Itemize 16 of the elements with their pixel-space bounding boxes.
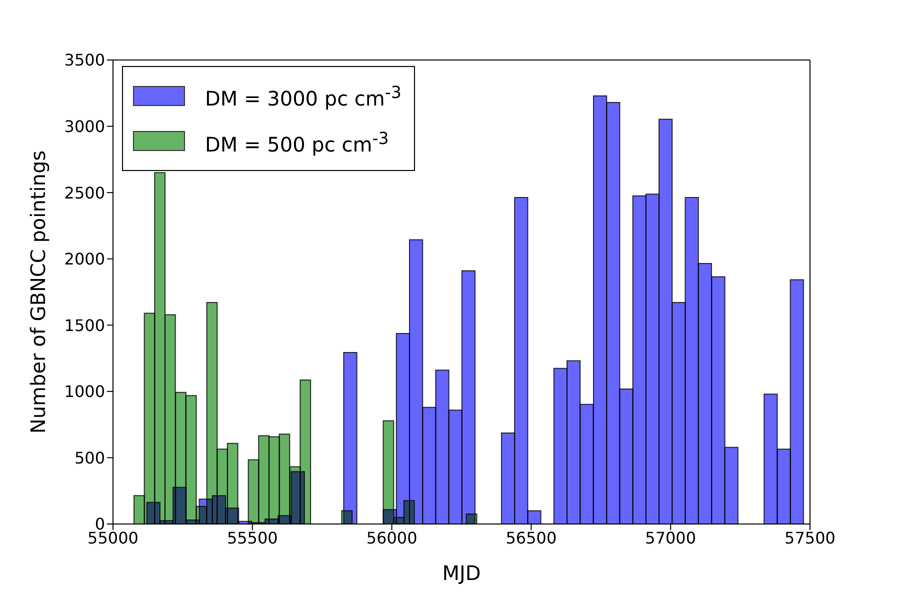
x-tick-label: 56500 [506,528,557,548]
y-tick-label: 1500 [64,316,105,335]
x-tick-label: 56000 [366,528,418,548]
x-tick-label: 55500 [226,528,278,548]
y-tick-label: 3000 [64,116,105,136]
y-tick-label: 2000 [64,250,105,269]
y-tick-label: 2500 [64,183,105,202]
x-tick-label: 57000 [645,528,696,548]
legend-label: DM = 500 pc cm$^{-3}$ [205,128,389,158]
legend-label: DM = 3000 pc cm$^{-3}$ [205,82,402,113]
y-tick-label: 1000 [64,382,105,402]
x-axis-title: MJD [442,561,481,585]
y-tick-label: 500 [74,448,105,468]
y-tick-label: 3500 [64,50,105,70]
y-axis-title: Number of GBNCC pointings [26,150,50,434]
x-tick-label: 57500 [784,528,836,548]
